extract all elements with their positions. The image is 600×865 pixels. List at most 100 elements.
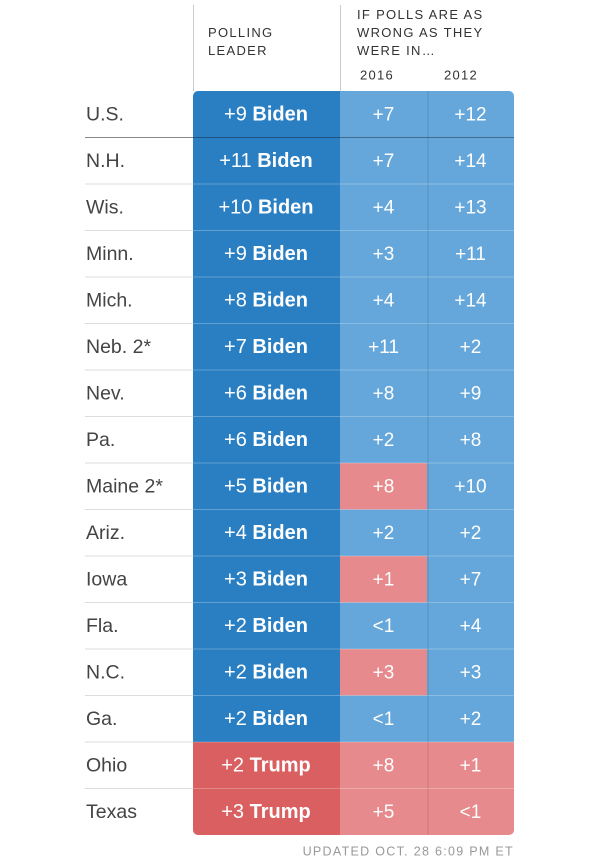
scenario-text: +11 (455, 244, 486, 265)
scenario-cell (427, 649, 514, 696)
row-label: Neb. 2* (86, 336, 151, 358)
scenario-cell (427, 556, 514, 603)
row-label: Nev. (86, 382, 125, 404)
scenario-text: +2 (373, 523, 395, 544)
leader-cell (193, 323, 340, 370)
leader-name: Biden (252, 429, 308, 451)
leader-name: Biden (257, 150, 313, 172)
scenario-text: +14 (454, 290, 487, 311)
scenario-text: +3 (373, 244, 395, 265)
leader-text: +3 Biden (224, 569, 308, 591)
scenario-text: <1 (373, 616, 395, 637)
scenario-text: <1 (373, 709, 395, 730)
leader-cell (193, 230, 340, 277)
row-label: Ga. (86, 708, 117, 730)
leader-cell (193, 463, 340, 510)
footer: UPDATED OCT. 28 6:09 PM ET (303, 844, 514, 858)
leader-name: Trump (250, 755, 311, 777)
scenario-text: +10 (454, 476, 486, 497)
leader-text: +7 Biden (224, 336, 308, 358)
margin: +5 (224, 476, 252, 498)
leader-name: Biden (252, 104, 308, 126)
margin: +9 (224, 243, 252, 265)
leader-text: +8 Biden (224, 290, 308, 312)
scenario-cell (427, 416, 514, 463)
scenario-cell (340, 742, 428, 789)
scenario-cell (340, 323, 428, 370)
scenario-text: +2 (373, 430, 395, 451)
scenario-cell (340, 370, 428, 417)
scenario-cell (427, 370, 514, 417)
scenario-text: +3 (460, 662, 482, 683)
leader-text: +6 Biden (224, 383, 308, 405)
leader-name: Biden (252, 615, 308, 637)
margin: +8 (224, 290, 252, 312)
leader-text: +11 Biden (219, 150, 313, 172)
leader-text: +6 Biden (224, 429, 308, 451)
year-header: 2012 (444, 67, 478, 82)
leader-name: Biden (252, 662, 308, 684)
leader-name: Biden (252, 522, 308, 544)
leader-text: +10 Biden (218, 197, 313, 219)
scenario-text: +13 (454, 197, 486, 218)
scenario-text: +3 (373, 662, 395, 683)
margin: +3 (224, 569, 252, 591)
scenario-text: +7 (373, 104, 395, 125)
leader-cell (193, 184, 340, 231)
row-label: Maine 2* (86, 475, 163, 497)
scenario-cell (340, 602, 428, 649)
scenario-text: +1 (460, 755, 482, 776)
row-label: U.S. (86, 103, 124, 125)
leader-name: Biden (252, 383, 308, 405)
leader-name: Biden (252, 708, 308, 730)
leader-name: Trump (250, 801, 311, 823)
leader-cell (193, 649, 340, 696)
year-header: 2016 (360, 67, 394, 82)
leader-name: Biden (252, 336, 308, 358)
leader-cell (193, 277, 340, 324)
leader-cell (193, 695, 340, 742)
row-label: Mich. (86, 289, 133, 311)
scenario-text: +8 (373, 755, 395, 776)
scenario-cell (427, 137, 514, 184)
scenario-cell (427, 509, 514, 556)
margin: +2 (224, 708, 252, 730)
row-label: Texas (86, 801, 137, 823)
scenario-text: +7 (373, 151, 395, 172)
row-label: Minn. (86, 243, 134, 265)
scenario-cell (340, 556, 428, 603)
scenario-cell (427, 602, 514, 649)
scenario-text: +12 (454, 104, 486, 125)
row-label: N.C. (86, 661, 125, 683)
row-label: Pa. (86, 429, 115, 451)
scenario-cell (340, 509, 428, 556)
leader-text: +4 Biden (224, 522, 308, 544)
margin: +3 (221, 801, 249, 823)
scenario-cell (340, 695, 428, 742)
scenario-cell (340, 416, 428, 463)
margin: +4 (224, 522, 252, 544)
scenario-text: +7 (460, 569, 482, 590)
scenario-cell (427, 695, 514, 742)
row-label: Ohio (86, 754, 127, 776)
margin: +6 (224, 429, 252, 451)
scenario-text: +8 (460, 430, 482, 451)
leader-text: +9 Biden (224, 243, 308, 265)
leader-cell (193, 137, 340, 184)
leader-text: +5 Biden (224, 476, 308, 498)
leader-cell (193, 788, 340, 835)
row-label: N.H. (86, 150, 125, 172)
leader-header: POLLING LEADER (208, 25, 273, 58)
scenario-cell (427, 742, 514, 789)
scenario-text: <1 (460, 802, 482, 823)
scenario-text: +8 (373, 476, 395, 497)
scenario-text: +5 (373, 802, 395, 823)
leader-text: +2 Biden (224, 708, 308, 730)
scenario-cell (340, 277, 428, 324)
margin: +7 (224, 336, 252, 358)
row-label: Fla. (86, 615, 119, 637)
leader-name: Biden (252, 290, 308, 312)
margin: +2 (224, 662, 252, 684)
scenario-text: +2 (460, 523, 482, 544)
